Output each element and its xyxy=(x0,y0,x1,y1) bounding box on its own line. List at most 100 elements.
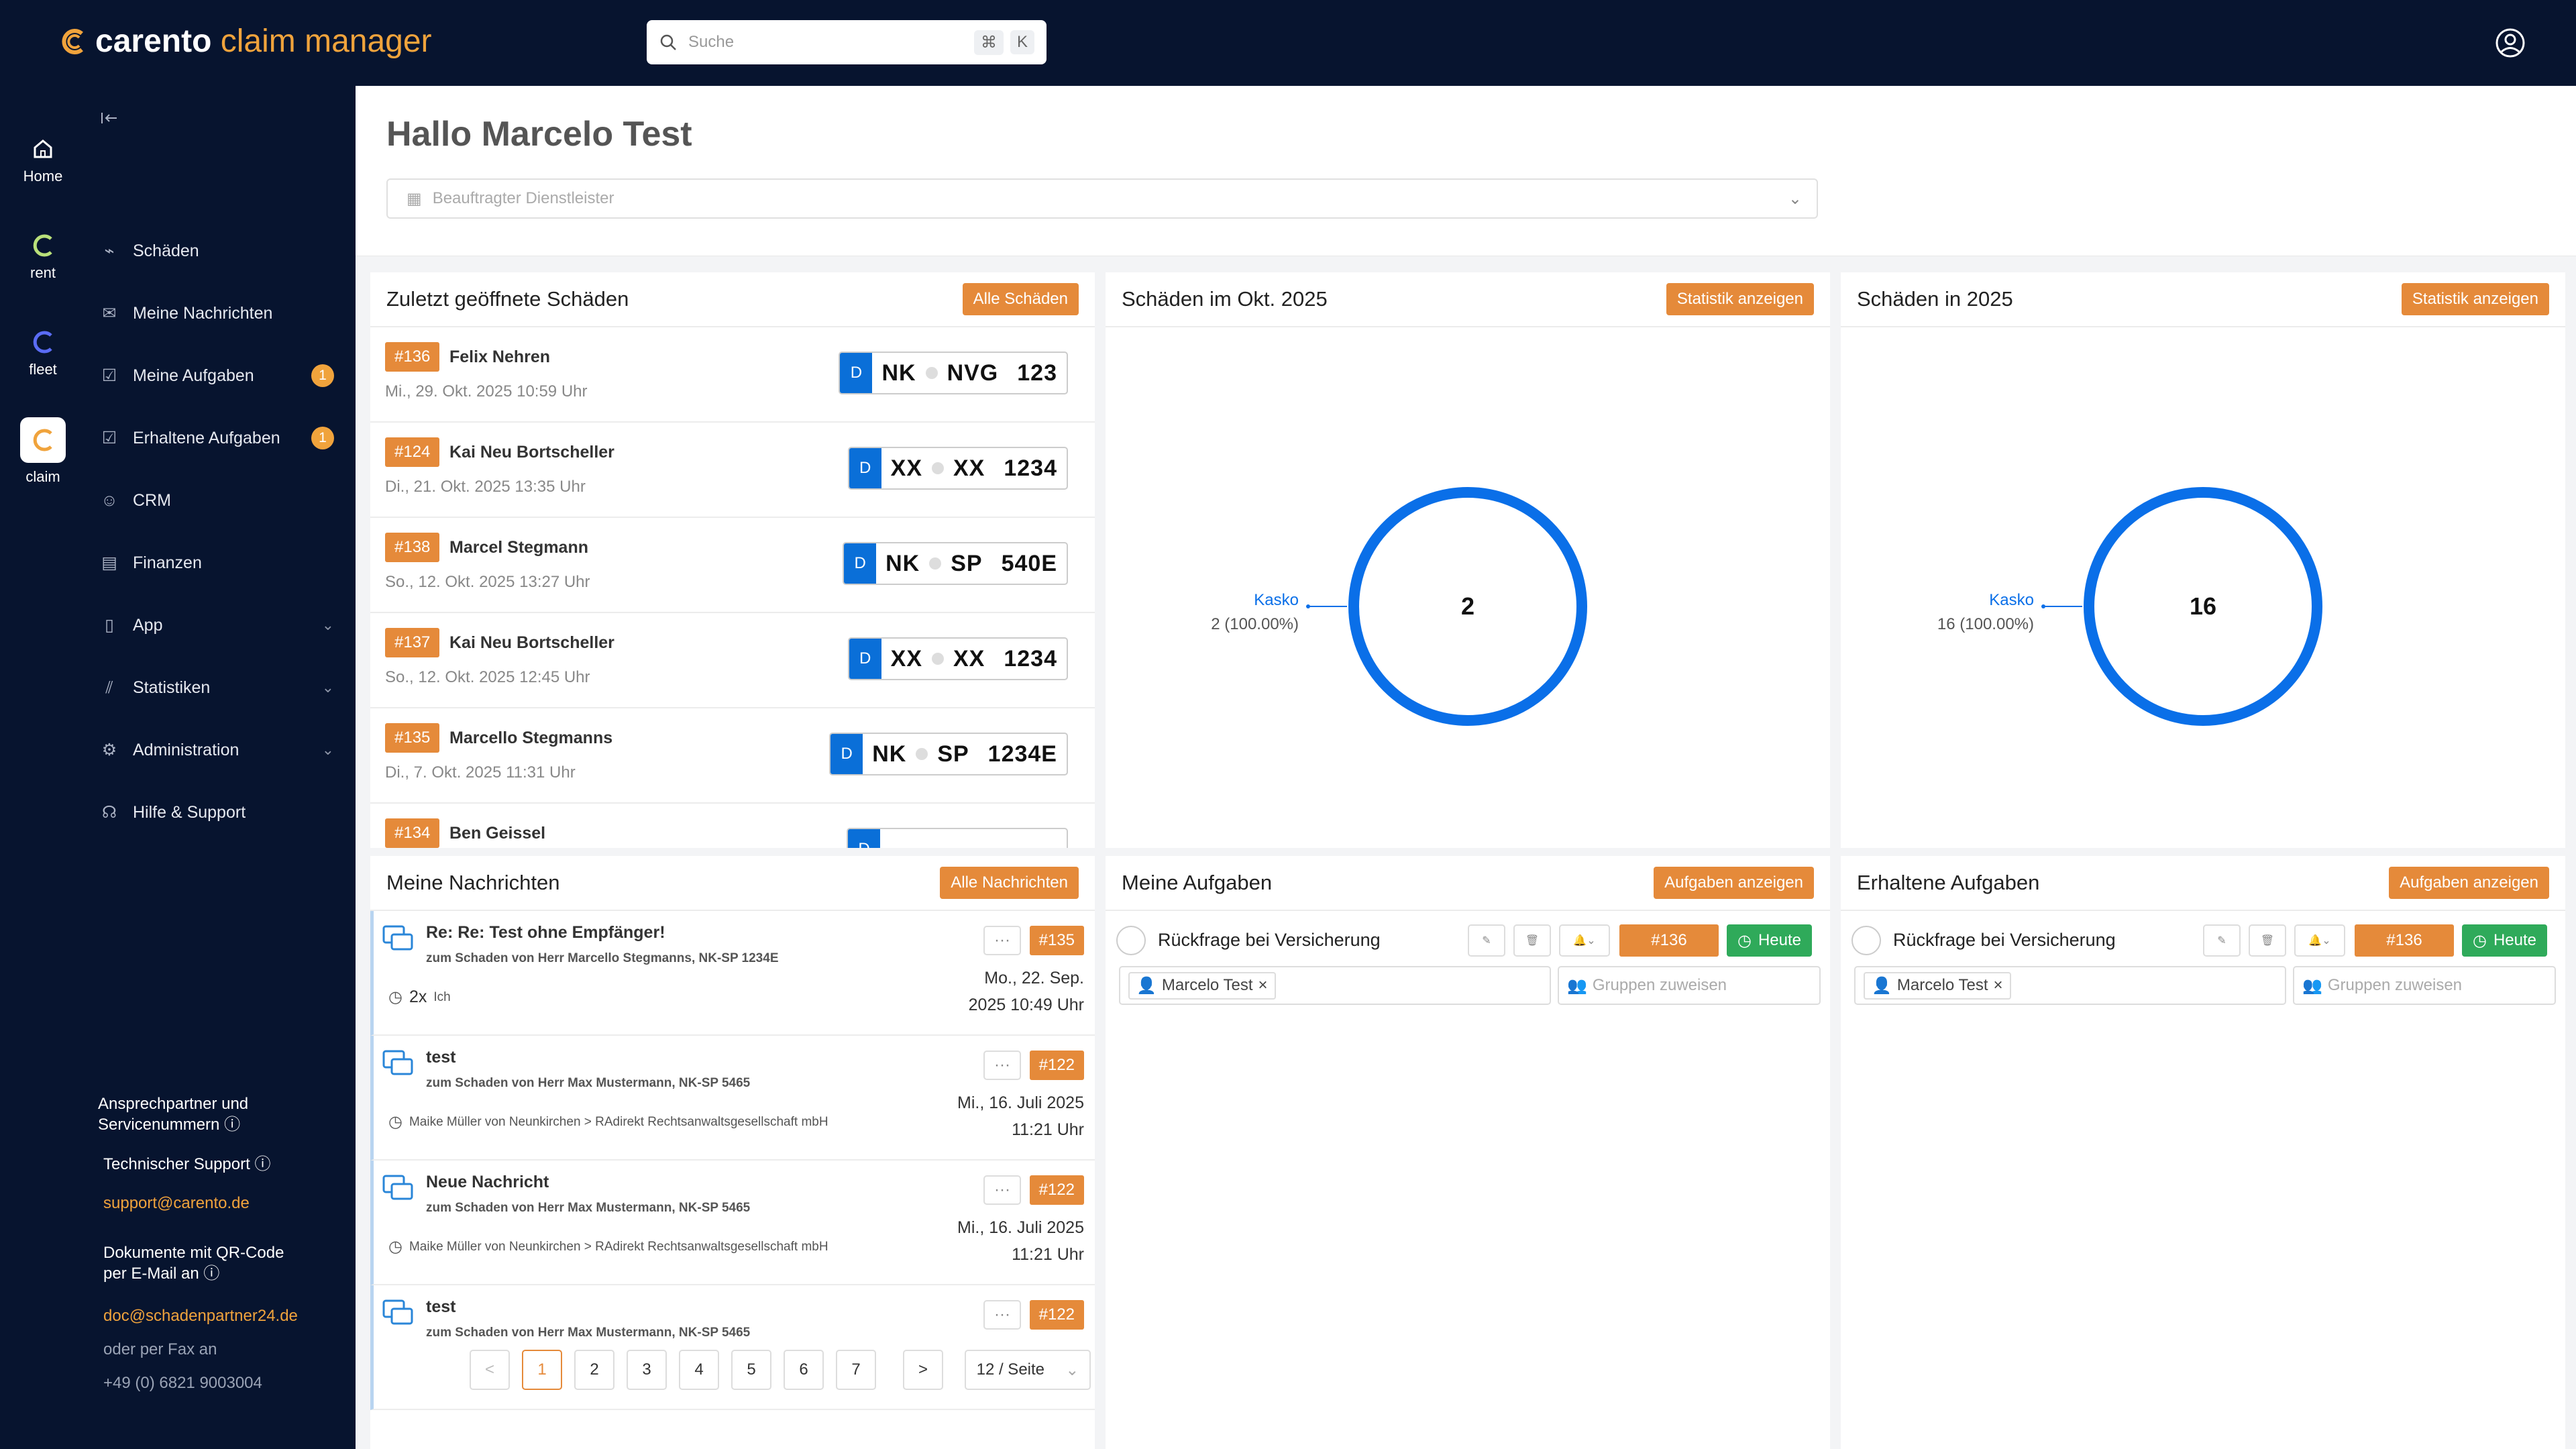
all-messages-button[interactable]: Alle Nachrichten xyxy=(940,867,1079,899)
plate-country: D xyxy=(830,734,863,774)
sidebar-item-app[interactable]: ▯ App ⌄ xyxy=(99,605,354,645)
rail-home-label: Home xyxy=(23,168,63,184)
claim-row[interactable]: #136 Felix Nehren Mi., 29. Okt. 2025 10:… xyxy=(370,327,1095,423)
claim-id-tag[interactable]: #122 xyxy=(1029,1175,1084,1205)
plate-letters: XX xyxy=(953,645,985,672)
group-assign-field[interactable]: 👥 Gruppen zuweisen xyxy=(1558,966,1821,1005)
claim-id-tag[interactable]: #122 xyxy=(1029,1051,1084,1080)
claim-id-tag[interactable]: #136 xyxy=(1619,924,1719,957)
plate-seal-icon xyxy=(932,653,944,665)
group-assign-field[interactable]: 👥 Gruppen zuweisen xyxy=(2293,966,2556,1005)
message-title: test xyxy=(426,1297,456,1316)
search-bar[interactable]: Suche ⌘ K xyxy=(647,20,1046,64)
sidebar-item-nachrichten[interactable]: ✉ Meine Nachrichten xyxy=(99,293,354,333)
show-statistics-button[interactable]: Statistik anzeigen xyxy=(2401,283,2549,315)
edit-icon[interactable]: ✎ xyxy=(2203,924,2241,957)
sidebar-item-schaeden[interactable]: ⌁ Schäden xyxy=(99,231,354,271)
docs-email[interactable]: doc@schadenpartner24.de xyxy=(103,1307,298,1325)
sidebar-item-hilfe[interactable]: ☊ Hilfe & Support xyxy=(99,792,354,833)
card-title: Schäden in 2025 xyxy=(1857,287,2013,311)
building-icon: ▦ xyxy=(407,189,422,208)
more-options-button[interactable]: ··· xyxy=(983,1300,1021,1330)
assignee-field[interactable]: 👤 Marcelo Test × xyxy=(1119,966,1551,1005)
claim-id-tag[interactable]: #135 xyxy=(1029,926,1084,955)
sidebar-item-label: Hilfe & Support xyxy=(133,802,246,822)
claim-row[interactable]: #135 Marcello Stegmanns Di., 7. Okt. 202… xyxy=(370,708,1095,804)
sidebar-item-aufgaben[interactable]: ☑ Meine Aufgaben 1 xyxy=(99,356,354,396)
sidebar-item-label: Meine Nachrichten xyxy=(133,303,273,323)
chat-icon xyxy=(382,1173,414,1208)
rail-claim-label: claim xyxy=(25,468,60,485)
message-item[interactable]: test zum Schaden von Herr Max Mustermann… xyxy=(370,1285,1095,1410)
due-date-button[interactable]: ◷ Heute xyxy=(2462,924,2547,957)
remove-icon[interactable]: × xyxy=(1993,976,2003,994)
claim-row[interactable]: #137 Kai Neu Bortscheller So., 12. Okt. … xyxy=(370,613,1095,708)
show-tasks-button[interactable]: Aufgaben anzeigen xyxy=(1654,867,1814,899)
reminder-bell-icon[interactable]: 🔔⌄ xyxy=(1559,924,1610,957)
rail-home[interactable]: Home xyxy=(0,136,86,185)
page-button[interactable]: 2 xyxy=(574,1350,614,1390)
sidebar-item-label: Finanzen xyxy=(133,553,202,572)
due-date-button[interactable]: ◷ Heute xyxy=(1727,924,1812,957)
plate-country: D xyxy=(849,639,881,679)
app-logo[interactable]: carento claim manager xyxy=(58,23,432,60)
claim-id-tag[interactable]: #136 xyxy=(2355,924,2454,957)
sidebar-item-crm[interactable]: ☺ CRM xyxy=(99,480,354,521)
sidebar-item-statistiken[interactable]: ⫽ Statistiken ⌄ xyxy=(99,667,354,708)
trash-icon[interactable]: 🗑 xyxy=(1513,924,1551,957)
message-item[interactable]: test zum Schaden von Herr Max Mustermann… xyxy=(370,1036,1095,1161)
sidebar-item-finanzen[interactable]: ▤ Finanzen xyxy=(99,543,354,583)
remove-icon[interactable]: × xyxy=(1258,976,1268,994)
chevron-down-icon: ⌄ xyxy=(321,679,334,696)
page-size-select[interactable]: 12 / Seite ⌄ xyxy=(965,1350,1091,1390)
rail-fleet[interactable]: fleet xyxy=(0,329,86,378)
assignee-name: Marcelo Test xyxy=(1161,976,1253,994)
show-tasks-button[interactable]: Aufgaben anzeigen xyxy=(2389,867,2549,899)
more-options-button[interactable]: ··· xyxy=(983,926,1021,955)
page-button[interactable]: 7 xyxy=(836,1350,876,1390)
collapse-sidebar-icon[interactable] xyxy=(99,110,119,129)
claim-id-tag[interactable]: #122 xyxy=(1029,1300,1084,1330)
claim-row[interactable]: #124 Kai Neu Bortscheller Di., 21. Okt. … xyxy=(370,423,1095,518)
assignee-field[interactable]: 👤 Marcelo Test × xyxy=(1854,966,2286,1005)
task-complete-checkbox[interactable] xyxy=(1851,926,1881,955)
phone-icon: ▯ xyxy=(105,616,114,635)
plate-number: 540E xyxy=(1001,550,1057,576)
more-options-button[interactable]: ··· xyxy=(983,1051,1021,1080)
page-button[interactable]: 6 xyxy=(784,1350,824,1390)
more-options-button[interactable]: ··· xyxy=(983,1175,1021,1205)
donut-slice-kasko[interactable] xyxy=(2084,487,2322,726)
message-item[interactable]: Neue Nachricht zum Schaden von Herr Max … xyxy=(370,1161,1095,1285)
chevron-down-icon: ⌄ xyxy=(1788,189,1802,208)
rail-claim[interactable]: claim xyxy=(0,417,86,486)
donut-slice-kasko[interactable] xyxy=(1348,487,1587,726)
message-item[interactable]: Re: Re: Test ohne Empfänger! zum Schaden… xyxy=(370,911,1095,1036)
prev-page-button[interactable]: < xyxy=(470,1350,510,1390)
service-provider-select[interactable]: ▦ Beauftragter Dienstleister ⌄ xyxy=(386,178,1818,219)
trash-icon[interactable]: 🗑 xyxy=(2249,924,2286,957)
plate-country: D xyxy=(840,353,873,393)
rail-rent[interactable]: rent xyxy=(0,232,86,282)
page-button[interactable]: 5 xyxy=(731,1350,771,1390)
reminder-bell-icon[interactable]: 🔔⌄ xyxy=(2294,924,2345,957)
show-statistics-button[interactable]: Statistik anzeigen xyxy=(1666,283,1814,315)
sidebar-item-administration[interactable]: ⚙ Administration ⌄ xyxy=(99,730,354,770)
claim-id-tag: #136 xyxy=(385,342,440,372)
page-button[interactable]: 1 xyxy=(522,1350,562,1390)
task-complete-checkbox[interactable] xyxy=(1116,926,1146,955)
tasks-icon: ☑ xyxy=(101,366,117,385)
next-page-button[interactable]: > xyxy=(903,1350,943,1390)
claim-row[interactable]: #134 Ben Geissel D xyxy=(370,804,1095,848)
messages-card: Meine Nachrichten Alle Nachrichten Re: R… xyxy=(370,856,1095,1449)
user-account-icon[interactable] xyxy=(2494,27,2526,62)
sidebar-item-erhaltene-aufgaben[interactable]: ☑ Erhaltene Aufgaben 1 xyxy=(99,418,354,458)
tech-support-email[interactable]: support@carento.de xyxy=(103,1194,250,1212)
page-button[interactable]: 3 xyxy=(627,1350,667,1390)
inbox-icon: ☑ xyxy=(101,429,117,447)
message-title: Neue Nachricht xyxy=(426,1173,549,1191)
all-claims-button[interactable]: Alle Schäden xyxy=(962,283,1079,315)
claim-row[interactable]: #138 Marcel Stegmann So., 12. Okt. 2025 … xyxy=(370,518,1095,613)
message-subject: zum Schaden von Herr Max Mustermann, NK-… xyxy=(426,1201,751,1215)
edit-icon[interactable]: ✎ xyxy=(1468,924,1505,957)
page-button[interactable]: 4 xyxy=(679,1350,719,1390)
